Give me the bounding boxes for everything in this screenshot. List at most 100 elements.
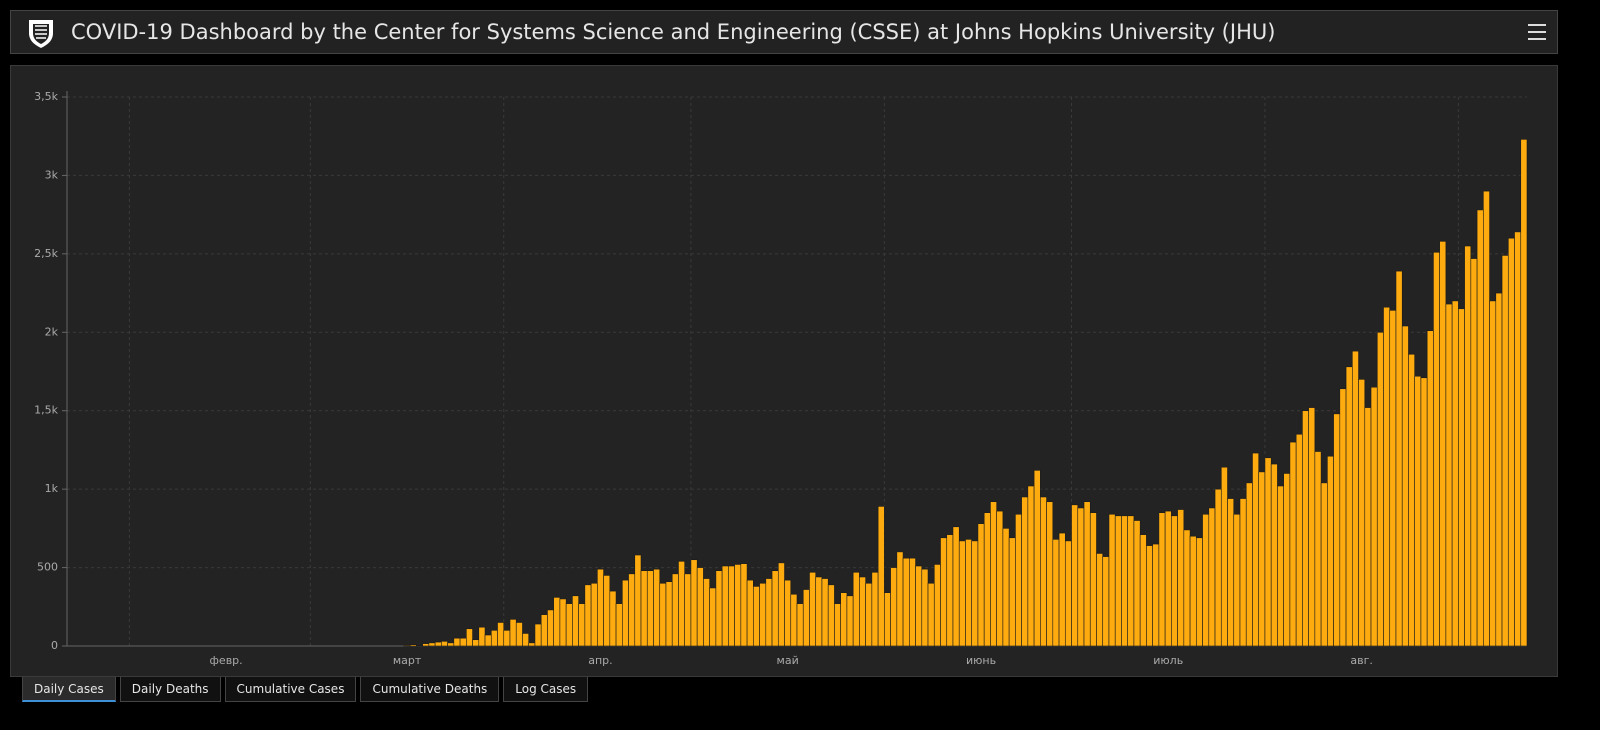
bar bbox=[1514, 231, 1522, 647]
bar bbox=[1414, 375, 1422, 647]
bar bbox=[428, 642, 436, 647]
logo bbox=[29, 20, 53, 48]
bar bbox=[1202, 513, 1210, 647]
y-tick-label: 0 bbox=[51, 639, 58, 652]
y-tick-label: 2,5k bbox=[34, 247, 58, 260]
bar bbox=[1401, 325, 1409, 647]
bar bbox=[1345, 366, 1353, 647]
bar bbox=[447, 642, 455, 647]
bar bbox=[659, 582, 667, 647]
bar bbox=[1458, 308, 1465, 647]
bar bbox=[1383, 306, 1391, 647]
bar bbox=[1139, 534, 1147, 647]
bar bbox=[884, 592, 891, 647]
bar bbox=[690, 559, 698, 647]
bar bbox=[1220, 466, 1228, 647]
menu-button[interactable] bbox=[1527, 22, 1547, 42]
bar bbox=[802, 589, 810, 647]
bar bbox=[1408, 353, 1415, 647]
bar bbox=[459, 637, 467, 647]
bar bbox=[696, 567, 704, 647]
bar bbox=[572, 595, 579, 647]
x-tick-label: авг. bbox=[1350, 654, 1373, 667]
tab[interactable]: Daily Deaths bbox=[119, 677, 221, 702]
chart-panel: 0 500 1k 1,5k 2k 2,5k 3k 3,5k февр. март апр. май ию… bbox=[10, 65, 1558, 677]
bar bbox=[621, 579, 629, 647]
bar bbox=[1501, 255, 1509, 647]
bar bbox=[628, 573, 636, 647]
bar bbox=[1121, 515, 1128, 647]
bar bbox=[1333, 413, 1341, 647]
bar bbox=[1008, 537, 1016, 647]
bar bbox=[834, 603, 841, 647]
bar bbox=[434, 641, 442, 647]
bar bbox=[453, 637, 461, 647]
bar bbox=[1071, 504, 1079, 647]
bar bbox=[728, 565, 735, 647]
bar bbox=[665, 581, 673, 647]
bar bbox=[915, 565, 923, 647]
bar bbox=[1364, 407, 1372, 647]
bar bbox=[422, 643, 430, 647]
bar bbox=[509, 619, 517, 647]
bar bbox=[1002, 528, 1010, 647]
y-tick-label: 3k bbox=[45, 168, 59, 181]
bar bbox=[1214, 488, 1222, 647]
bar bbox=[472, 639, 480, 647]
bar bbox=[1208, 507, 1216, 647]
bar bbox=[1046, 501, 1054, 647]
tab[interactable]: Cumulative Deaths bbox=[360, 677, 500, 702]
bar bbox=[759, 582, 767, 647]
bar bbox=[1196, 537, 1203, 647]
bar bbox=[671, 573, 679, 647]
bar bbox=[1483, 190, 1490, 647]
bar bbox=[821, 578, 829, 647]
bar bbox=[796, 603, 804, 647]
bar bbox=[1183, 529, 1191, 647]
chart: 0 500 1k 1,5k 2k 2,5k 3k 3,5k февр. март апр. май ию… bbox=[34, 90, 1528, 667]
tab[interactable]: Daily Cases bbox=[22, 677, 116, 702]
bar bbox=[1445, 303, 1453, 647]
bar bbox=[1420, 377, 1428, 647]
bar bbox=[497, 622, 505, 647]
tab[interactable]: Log Cases bbox=[503, 677, 589, 702]
bar bbox=[653, 568, 661, 647]
bar bbox=[1320, 482, 1328, 647]
bar bbox=[1189, 535, 1197, 647]
bar bbox=[827, 584, 835, 647]
bar bbox=[503, 630, 511, 647]
bar bbox=[1158, 512, 1166, 647]
bar bbox=[1370, 386, 1378, 647]
bar bbox=[1520, 139, 1528, 647]
bar bbox=[515, 622, 523, 647]
bar bbox=[1277, 485, 1284, 647]
bar bbox=[1177, 509, 1185, 647]
tab-bar: Daily Cases Daily Deaths Cumulative Cases C… bbox=[22, 677, 589, 702]
x-tick-label: июнь bbox=[966, 654, 996, 667]
bar bbox=[1389, 310, 1397, 647]
bar bbox=[1395, 270, 1403, 647]
tab[interactable]: Cumulative Cases bbox=[224, 677, 357, 702]
bar bbox=[578, 603, 586, 647]
x-tick-label: июль bbox=[1153, 654, 1183, 667]
bar bbox=[1033, 470, 1041, 647]
bar bbox=[1114, 515, 1122, 647]
bar bbox=[547, 609, 554, 647]
bar bbox=[1027, 485, 1035, 647]
bar bbox=[877, 506, 885, 647]
bar bbox=[1233, 513, 1241, 647]
bar bbox=[1489, 300, 1497, 647]
bar bbox=[715, 570, 723, 647]
y-tick-label: 3,5k bbox=[34, 90, 58, 103]
y-tick-label: 500 bbox=[37, 561, 58, 574]
bar bbox=[1152, 543, 1160, 647]
bar bbox=[1227, 498, 1235, 647]
bar bbox=[1258, 471, 1266, 647]
x-tick-label: март bbox=[393, 654, 422, 667]
bar bbox=[1021, 496, 1029, 647]
bar bbox=[846, 595, 854, 647]
bar bbox=[1264, 457, 1272, 647]
x-tick-label: апр. bbox=[588, 654, 612, 667]
bar bbox=[1171, 515, 1178, 647]
bar bbox=[971, 540, 979, 647]
